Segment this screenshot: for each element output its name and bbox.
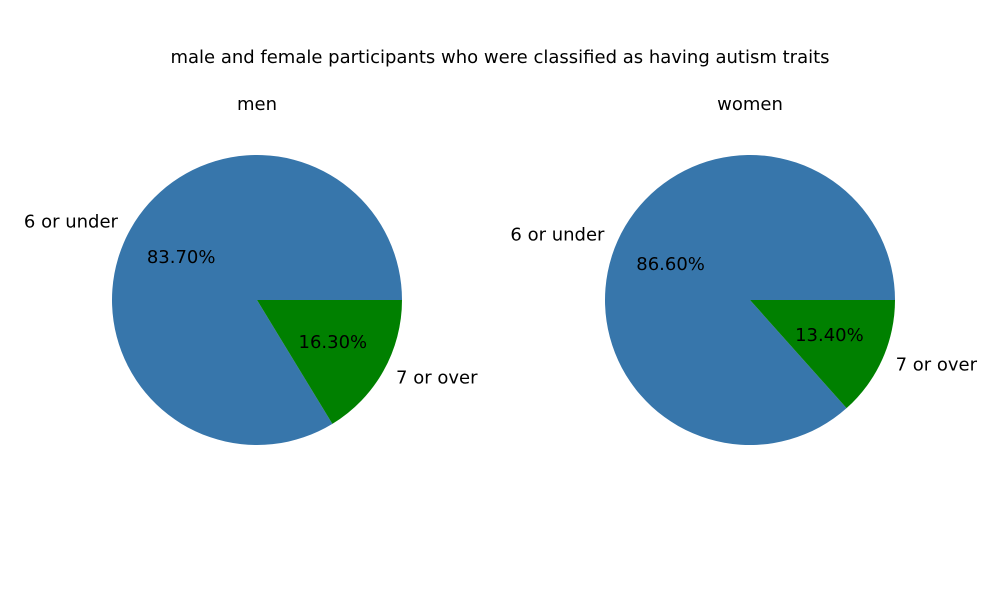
pie-value-label: 13.40% (795, 325, 864, 346)
pie-slice-7-or-over (750, 300, 895, 409)
pie-chart-women: women 86.60% 6 or under 13.40% 7 or over (510, 94, 978, 445)
pie-title: men (237, 94, 277, 115)
pie-value-label: 16.30% (299, 332, 368, 353)
pie-title: women (717, 94, 783, 115)
pie-category-label: 6 or under (24, 211, 119, 232)
pie-chart-men: men 83.70% 6 or under 16.30% 7 or over (24, 94, 478, 446)
pie-slice-6-or-under (111, 155, 402, 446)
pie-category-label: 6 or under (510, 224, 605, 245)
pie-slice-7-or-over (257, 300, 402, 424)
pie-category-label: 7 or over (396, 368, 478, 389)
pie-value-label: 83.70% (147, 247, 216, 268)
pie-value-label: 86.60% (636, 254, 705, 275)
figure-title: male and female participants who were cl… (170, 47, 829, 68)
pie-category-label: 7 or over (896, 355, 978, 376)
